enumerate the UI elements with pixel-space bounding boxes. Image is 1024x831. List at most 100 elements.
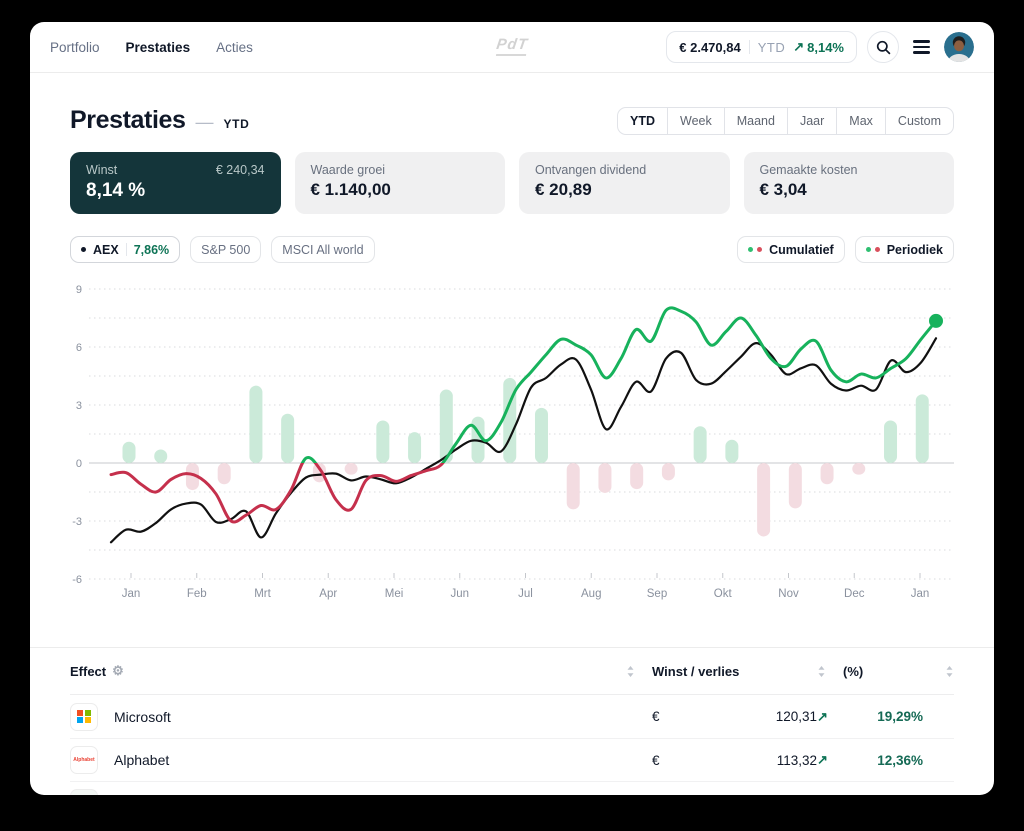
nav-right: € 2.470,84 YTD ↗ 8,14% — [666, 31, 974, 63]
main-content: Prestaties — YTD YTD Week Maand Jaar Max… — [30, 106, 994, 795]
green-dot-icon — [748, 247, 754, 252]
title-separator: — — [195, 112, 214, 132]
benchmark-chip-label: MSCI All world — [282, 242, 364, 257]
range-tab-max[interactable]: Max — [836, 107, 885, 134]
stat-card-dividend[interactable]: Ontvangen dividend € 20,89 — [519, 152, 730, 214]
title-row: Prestaties — YTD YTD Week Maand Jaar Max… — [70, 106, 954, 135]
menu-button[interactable] — [909, 36, 934, 58]
summary-change-value: 8,14% — [807, 39, 844, 55]
portfolio-total-value: € 2.470,84 — [679, 39, 741, 55]
performance-chart[interactable]: 9 6 3 0 -3 -6 Jan Feb Mrt Apr Mei Jun Jul Aug Sep Okt No… — [70, 281, 954, 611]
stat-card-label: Waarde groei — [310, 163, 386, 177]
benchmark-chip-sp500[interactable]: S&P 500 — [190, 236, 262, 263]
stat-card-value: € 20,89 — [535, 180, 592, 199]
summary-period-label: YTD — [757, 39, 786, 55]
svg-text:-3: -3 — [72, 516, 82, 528]
microsoft-logo-icon — [70, 702, 98, 731]
search-button[interactable] — [867, 31, 899, 63]
mode-chip-label: Cumulatief — [769, 242, 834, 257]
bullet-icon — [81, 247, 86, 252]
alphabet-logo-icon: Alphabet — [70, 746, 98, 774]
search-icon — [876, 40, 890, 54]
range-tab-jaar[interactable]: Jaar — [786, 107, 836, 134]
green-dot-icon — [865, 247, 871, 252]
svg-text:Dec: Dec — [844, 588, 865, 600]
benchmark-chip-change: 7,86% — [133, 242, 170, 257]
top-nav: Portfolio Prestaties Acties PdT € 2.470,… — [30, 22, 994, 73]
nav-item-portfolio[interactable]: Portfolio — [50, 39, 100, 55]
user-avatar[interactable] — [944, 32, 974, 62]
profit-percent: 12,36% — [877, 752, 923, 768]
benchmark-chip-label: AEX — [93, 242, 119, 257]
brand-logo-flourish — [495, 54, 527, 56]
mode-chip-cumulatief[interactable]: Cumulatief — [737, 236, 845, 263]
trend-up-icon: ↗ — [793, 39, 805, 54]
profit-percent: 19,29% — [877, 709, 923, 724]
title-period: YTD — [223, 117, 250, 131]
brand-logo-text: PdT — [495, 36, 530, 53]
range-tab-week[interactable]: Week — [667, 107, 724, 134]
svg-text:Sep: Sep — [647, 588, 667, 600]
range-tab-custom[interactable]: Custom — [884, 107, 953, 134]
profit-value: 120,31 — [775, 709, 817, 724]
column-header-pct: (%) — [843, 663, 864, 679]
svg-text:Aug: Aug — [581, 588, 601, 600]
stat-card-winst[interactable]: Winst € 240,34 8,14 % — [70, 152, 281, 214]
trend-up-icon: ↗ — [817, 708, 828, 724]
column-header-effect: Effect — [70, 663, 107, 679]
benchmark-chip-aex[interactable]: AEX 7,86% — [70, 236, 181, 263]
range-tab-maand[interactable]: Maand — [723, 107, 787, 134]
menu-icon — [913, 40, 930, 43]
benchmark-chips: AEX 7,86% S&P 500 MSCI All world — [70, 236, 375, 263]
portfolio-summary-pill[interactable]: € 2.470,84 YTD ↗ 8,14% — [666, 31, 857, 63]
svg-text:Okt: Okt — [714, 588, 733, 600]
mode-chip-label: Periodiek — [886, 242, 943, 257]
nav-item-prestaties[interactable]: Prestaties — [125, 39, 191, 55]
svg-text:Jul: Jul — [518, 588, 533, 600]
holdings-table: Effect ⚙ Winst / verlies (%) — [30, 647, 994, 795]
gear-icon[interactable]: ⚙ — [112, 663, 124, 678]
stat-card-value: € 1.140,00 — [310, 180, 391, 199]
table-row-microsoft[interactable]: Microsoft € 120,31 ↗ 19,29% — [70, 695, 954, 738]
stat-card-label: Gemaakte kosten — [759, 163, 858, 177]
range-tab-ytd[interactable]: YTD — [630, 113, 655, 128]
svg-text:Apr: Apr — [319, 588, 337, 600]
sort-icon[interactable] — [945, 665, 954, 677]
sort-icon[interactable] — [626, 665, 635, 677]
svg-text:Mei: Mei — [385, 588, 404, 600]
nav-links: Portfolio Prestaties Acties — [50, 40, 253, 55]
benchmark-chip-msci[interactable]: MSCI All world — [271, 236, 375, 263]
svg-text:Jan: Jan — [911, 588, 930, 600]
svg-text:-6: -6 — [72, 574, 82, 586]
holding-name: Microsoft — [114, 708, 171, 725]
pill-divider — [748, 40, 750, 54]
svg-text:9: 9 — [76, 284, 82, 296]
avatar-image — [944, 32, 974, 62]
profit-value: 113,32 — [776, 752, 817, 768]
red-dot-icon — [874, 247, 880, 252]
stat-card-value: 8,14 % — [86, 180, 146, 201]
currency-symbol: € — [652, 752, 660, 768]
svg-text:0: 0 — [76, 458, 82, 470]
trend-up-icon: ↗ — [817, 752, 828, 767]
brand-logo: PdT — [495, 36, 529, 56]
red-dot-icon — [757, 247, 763, 252]
stat-card-waarde-groei[interactable]: Waarde groei € 1.140,00 — [294, 152, 505, 214]
stat-cards: Winst € 240,34 8,14 % Waarde groei € 1.1… — [70, 152, 954, 214]
nav-item-acties[interactable]: Acties — [216, 39, 253, 55]
stat-card-label: Winst — [86, 163, 118, 177]
svg-text:6: 6 — [76, 342, 82, 354]
chart-controls: AEX 7,86% S&P 500 MSCI All world Cumulat… — [70, 236, 954, 263]
table-row-partial[interactable] — [70, 781, 954, 795]
mode-chip-periodiek[interactable]: Periodiek — [854, 236, 954, 263]
svg-text:Nov: Nov — [778, 588, 799, 600]
stat-card-kosten[interactable]: Gemaakte kosten € 3,04 — [743, 152, 954, 214]
currency-symbol: € — [652, 709, 660, 724]
column-header-winst-verlies: Winst / verlies — [652, 663, 740, 679]
app-window: Portfolio Prestaties Acties PdT € 2.470,… — [30, 22, 994, 795]
sort-icon[interactable] — [817, 665, 826, 677]
table-row-alphabet[interactable]: Alphabet Alphabet € 113,32 ↗ 12,36% — [70, 738, 954, 781]
svg-text:Jun: Jun — [450, 588, 469, 600]
svg-text:Mrt: Mrt — [254, 588, 271, 600]
table-header: Effect ⚙ Winst / verlies (%) — [70, 648, 954, 695]
